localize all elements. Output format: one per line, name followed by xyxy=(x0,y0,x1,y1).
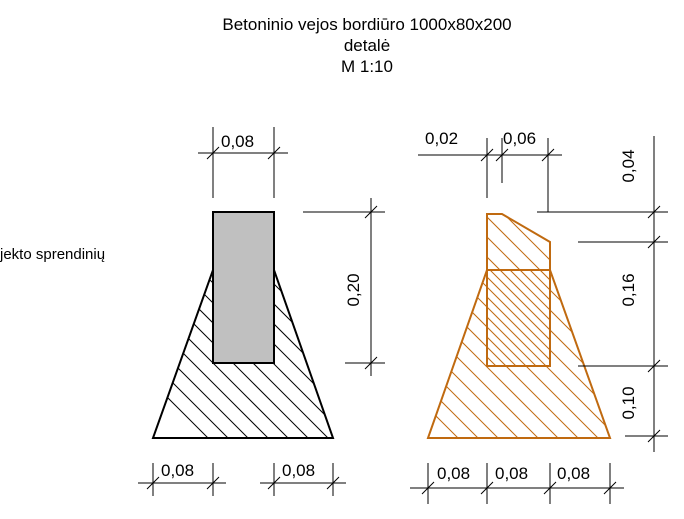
title-line-1: Betoninio vejos bordiūro 1000x80x200 xyxy=(222,15,512,34)
right-bottom-3-label: 0,08 xyxy=(557,464,590,483)
left-top-width-label: 0,08 xyxy=(221,132,254,151)
right-vertical-dimensions xyxy=(537,136,668,452)
left-curb-stone xyxy=(212,211,275,364)
left-bottom-right-label: 0,08 xyxy=(282,461,315,480)
right-bottom-1-label: 0,08 xyxy=(437,464,470,483)
right-mid-height-label: 0,16 xyxy=(619,273,638,306)
left-height-label: 0,20 xyxy=(344,273,363,306)
right-base-hatch xyxy=(428,270,610,438)
right-top-right-label: 0,06 xyxy=(503,129,536,148)
side-note-text: jekto sprendinių xyxy=(0,246,106,263)
right-bottom-dimensions xyxy=(410,463,624,504)
title-line-2: detalė xyxy=(343,36,391,55)
left-top-dimension xyxy=(198,127,288,198)
left-bottom-left-label: 0,08 xyxy=(161,461,194,480)
right-curb-hatch xyxy=(487,214,550,366)
right-curb-stone xyxy=(486,213,551,367)
right-top-left-label: 0,02 xyxy=(425,129,458,148)
drawing-title: Betoninio vejos bordiūro 1000x80x200 det… xyxy=(0,14,684,77)
right-detail: 0,02 0,06 0,04 0,16 0,10 xyxy=(410,129,668,504)
title-line-3: M 1:10 xyxy=(341,57,393,76)
left-bottom-dimensions xyxy=(138,463,346,496)
right-bottom-height-label: 0,10 xyxy=(619,386,638,419)
right-concrete-base xyxy=(426,269,612,439)
right-bottom-2-label: 0,08 xyxy=(495,464,528,483)
left-detail: 0,08 0,20 0,08 0,08 xyxy=(138,127,385,496)
right-top-height-label: 0,04 xyxy=(619,149,638,182)
left-height-dimension xyxy=(303,198,385,376)
right-top-dimensions xyxy=(418,138,562,212)
